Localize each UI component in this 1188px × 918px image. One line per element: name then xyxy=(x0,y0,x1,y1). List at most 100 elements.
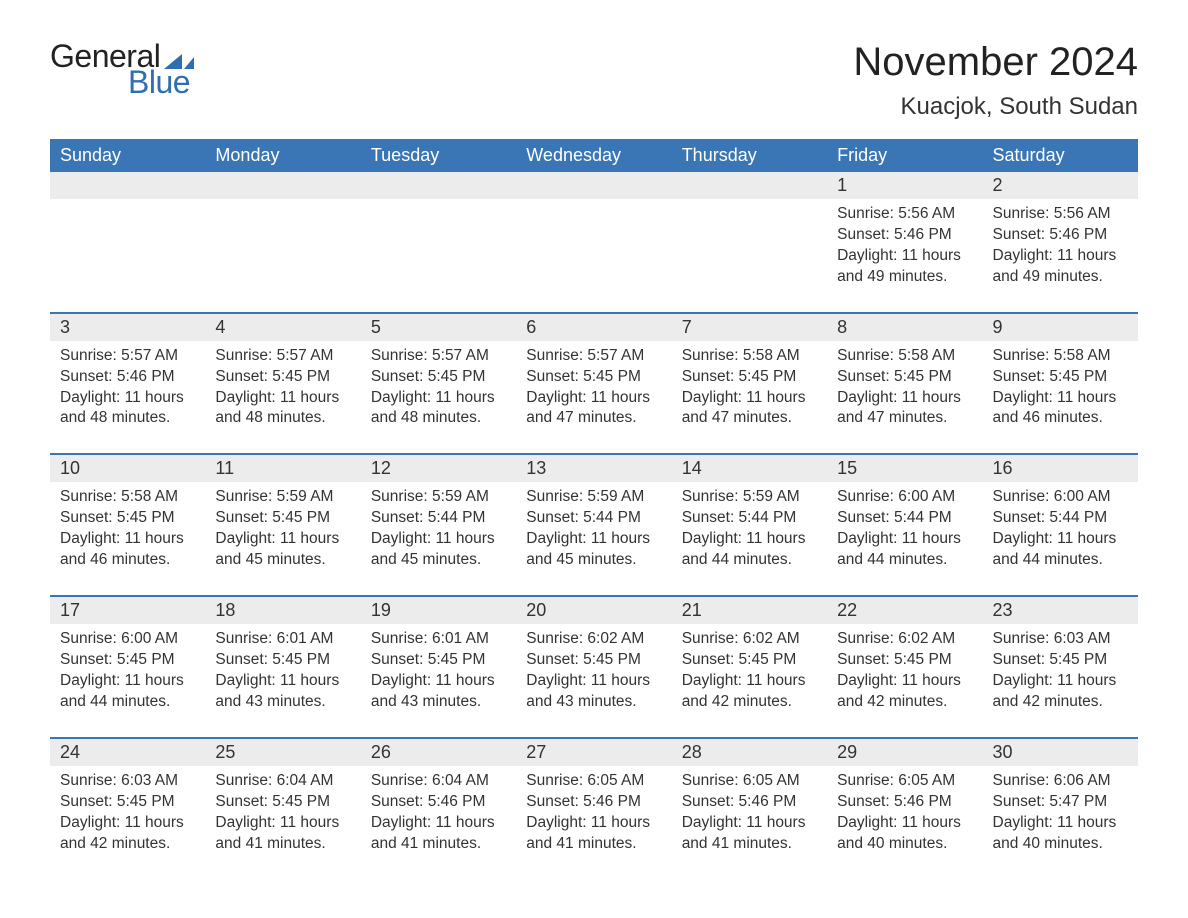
day-details: Sunrise: 6:04 AMSunset: 5:45 PMDaylight:… xyxy=(205,766,360,855)
sunrise-line: Sunrise: 6:01 AM xyxy=(371,629,506,650)
day-number: 5 xyxy=(361,314,516,341)
weekday-header-cell: Tuesday xyxy=(361,139,516,172)
daylight-line: Daylight: 11 hours and 40 minutes. xyxy=(837,813,972,855)
day-number: 6 xyxy=(516,314,671,341)
sunrise-line: Sunrise: 6:03 AM xyxy=(60,771,195,792)
sunset-line: Sunset: 5:47 PM xyxy=(993,792,1128,813)
brand-blue-text: Blue xyxy=(128,66,194,98)
sunset-line: Sunset: 5:45 PM xyxy=(60,792,195,813)
daylight-line: Daylight: 11 hours and 45 minutes. xyxy=(371,529,506,571)
sunset-line: Sunset: 5:45 PM xyxy=(215,367,350,388)
day-number: 4 xyxy=(205,314,360,341)
sunrise-line: Sunrise: 6:02 AM xyxy=(682,629,817,650)
day-details: Sunrise: 6:03 AMSunset: 5:45 PMDaylight:… xyxy=(983,624,1138,713)
sunrise-line: Sunrise: 5:59 AM xyxy=(215,487,350,508)
daylight-line: Daylight: 11 hours and 42 minutes. xyxy=(837,671,972,713)
sunrise-line: Sunrise: 6:01 AM xyxy=(215,629,350,650)
sunset-line: Sunset: 5:45 PM xyxy=(60,508,195,529)
day-details: Sunrise: 6:00 AMSunset: 5:44 PMDaylight:… xyxy=(983,482,1138,571)
day-number xyxy=(361,172,516,199)
day-details: Sunrise: 5:58 AMSunset: 5:45 PMDaylight:… xyxy=(827,341,982,430)
day-number: 28 xyxy=(672,739,827,766)
daylight-line: Daylight: 11 hours and 40 minutes. xyxy=(993,813,1128,855)
calendar-day-cell: 8Sunrise: 5:58 AMSunset: 5:45 PMDaylight… xyxy=(827,314,982,440)
day-number xyxy=(205,172,360,199)
sunset-line: Sunset: 5:45 PM xyxy=(993,650,1128,671)
day-number: 13 xyxy=(516,455,671,482)
daylight-line: Daylight: 11 hours and 48 minutes. xyxy=(371,388,506,430)
sunrise-line: Sunrise: 6:06 AM xyxy=(993,771,1128,792)
calendar-day-cell: 12Sunrise: 5:59 AMSunset: 5:44 PMDayligh… xyxy=(361,455,516,581)
day-number: 3 xyxy=(50,314,205,341)
calendar-day-cell: 6Sunrise: 5:57 AMSunset: 5:45 PMDaylight… xyxy=(516,314,671,440)
calendar-day-cell: 27Sunrise: 6:05 AMSunset: 5:46 PMDayligh… xyxy=(516,739,671,865)
sunrise-line: Sunrise: 6:00 AM xyxy=(993,487,1128,508)
calendar-day-cell: 5Sunrise: 5:57 AMSunset: 5:45 PMDaylight… xyxy=(361,314,516,440)
day-number: 15 xyxy=(827,455,982,482)
daylight-line: Daylight: 11 hours and 41 minutes. xyxy=(682,813,817,855)
weekday-header-cell: Friday xyxy=(827,139,982,172)
calendar-day-cell: 16Sunrise: 6:00 AMSunset: 5:44 PMDayligh… xyxy=(983,455,1138,581)
calendar-week-row: 24Sunrise: 6:03 AMSunset: 5:45 PMDayligh… xyxy=(50,737,1138,865)
calendar-empty-cell xyxy=(361,172,516,298)
sunset-line: Sunset: 5:46 PM xyxy=(371,792,506,813)
calendar-day-cell: 23Sunrise: 6:03 AMSunset: 5:45 PMDayligh… xyxy=(983,597,1138,723)
calendar-week-row: 1Sunrise: 5:56 AMSunset: 5:46 PMDaylight… xyxy=(50,172,1138,298)
calendar-day-cell: 25Sunrise: 6:04 AMSunset: 5:45 PMDayligh… xyxy=(205,739,360,865)
day-details: Sunrise: 5:57 AMSunset: 5:46 PMDaylight:… xyxy=(50,341,205,430)
daylight-line: Daylight: 11 hours and 44 minutes. xyxy=(993,529,1128,571)
day-details: Sunrise: 6:00 AMSunset: 5:44 PMDaylight:… xyxy=(827,482,982,571)
day-details: Sunrise: 5:59 AMSunset: 5:45 PMDaylight:… xyxy=(205,482,360,571)
weekday-header-row: SundayMondayTuesdayWednesdayThursdayFrid… xyxy=(50,139,1138,172)
day-number: 29 xyxy=(827,739,982,766)
calendar-day-cell: 26Sunrise: 6:04 AMSunset: 5:46 PMDayligh… xyxy=(361,739,516,865)
day-details: Sunrise: 5:57 AMSunset: 5:45 PMDaylight:… xyxy=(205,341,360,430)
sunrise-line: Sunrise: 6:05 AM xyxy=(526,771,661,792)
sunrise-line: Sunrise: 5:59 AM xyxy=(526,487,661,508)
daylight-line: Daylight: 11 hours and 46 minutes. xyxy=(993,388,1128,430)
calendar-empty-cell xyxy=(205,172,360,298)
sunrise-line: Sunrise: 6:02 AM xyxy=(526,629,661,650)
day-details: Sunrise: 5:56 AMSunset: 5:46 PMDaylight:… xyxy=(827,199,982,288)
day-details: Sunrise: 5:57 AMSunset: 5:45 PMDaylight:… xyxy=(516,341,671,430)
sunset-line: Sunset: 5:45 PM xyxy=(837,367,972,388)
day-details: Sunrise: 6:02 AMSunset: 5:45 PMDaylight:… xyxy=(827,624,982,713)
day-details: Sunrise: 5:58 AMSunset: 5:45 PMDaylight:… xyxy=(672,341,827,430)
sunset-line: Sunset: 5:44 PM xyxy=(993,508,1128,529)
day-number: 19 xyxy=(361,597,516,624)
sunset-line: Sunset: 5:46 PM xyxy=(526,792,661,813)
calendar-empty-cell xyxy=(672,172,827,298)
sunrise-line: Sunrise: 5:56 AM xyxy=(837,204,972,225)
day-number: 8 xyxy=(827,314,982,341)
daylight-line: Daylight: 11 hours and 47 minutes. xyxy=(837,388,972,430)
weekday-header-cell: Sunday xyxy=(50,139,205,172)
calendar-day-cell: 9Sunrise: 5:58 AMSunset: 5:45 PMDaylight… xyxy=(983,314,1138,440)
day-details: Sunrise: 6:05 AMSunset: 5:46 PMDaylight:… xyxy=(516,766,671,855)
daylight-line: Daylight: 11 hours and 45 minutes. xyxy=(215,529,350,571)
daylight-line: Daylight: 11 hours and 44 minutes. xyxy=(837,529,972,571)
calendar-day-cell: 18Sunrise: 6:01 AMSunset: 5:45 PMDayligh… xyxy=(205,597,360,723)
calendar-day-cell: 17Sunrise: 6:00 AMSunset: 5:45 PMDayligh… xyxy=(50,597,205,723)
day-details: Sunrise: 5:56 AMSunset: 5:46 PMDaylight:… xyxy=(983,199,1138,288)
day-details: Sunrise: 6:02 AMSunset: 5:45 PMDaylight:… xyxy=(672,624,827,713)
day-number: 1 xyxy=(827,172,982,199)
day-details: Sunrise: 5:58 AMSunset: 5:45 PMDaylight:… xyxy=(983,341,1138,430)
calendar-day-cell: 14Sunrise: 5:59 AMSunset: 5:44 PMDayligh… xyxy=(672,455,827,581)
daylight-line: Daylight: 11 hours and 43 minutes. xyxy=(526,671,661,713)
day-number: 23 xyxy=(983,597,1138,624)
sunset-line: Sunset: 5:44 PM xyxy=(682,508,817,529)
daylight-line: Daylight: 11 hours and 42 minutes. xyxy=(682,671,817,713)
day-details: Sunrise: 6:05 AMSunset: 5:46 PMDaylight:… xyxy=(672,766,827,855)
daylight-line: Daylight: 11 hours and 49 minutes. xyxy=(837,246,972,288)
location-subtitle: Kuacjok, South Sudan xyxy=(853,93,1138,121)
daylight-line: Daylight: 11 hours and 47 minutes. xyxy=(682,388,817,430)
day-number: 18 xyxy=(205,597,360,624)
daylight-line: Daylight: 11 hours and 48 minutes. xyxy=(215,388,350,430)
sunrise-line: Sunrise: 6:04 AM xyxy=(371,771,506,792)
day-number: 2 xyxy=(983,172,1138,199)
daylight-line: Daylight: 11 hours and 46 minutes. xyxy=(60,529,195,571)
sunrise-line: Sunrise: 6:05 AM xyxy=(682,771,817,792)
day-number: 17 xyxy=(50,597,205,624)
day-details: Sunrise: 6:06 AMSunset: 5:47 PMDaylight:… xyxy=(983,766,1138,855)
day-number: 16 xyxy=(983,455,1138,482)
